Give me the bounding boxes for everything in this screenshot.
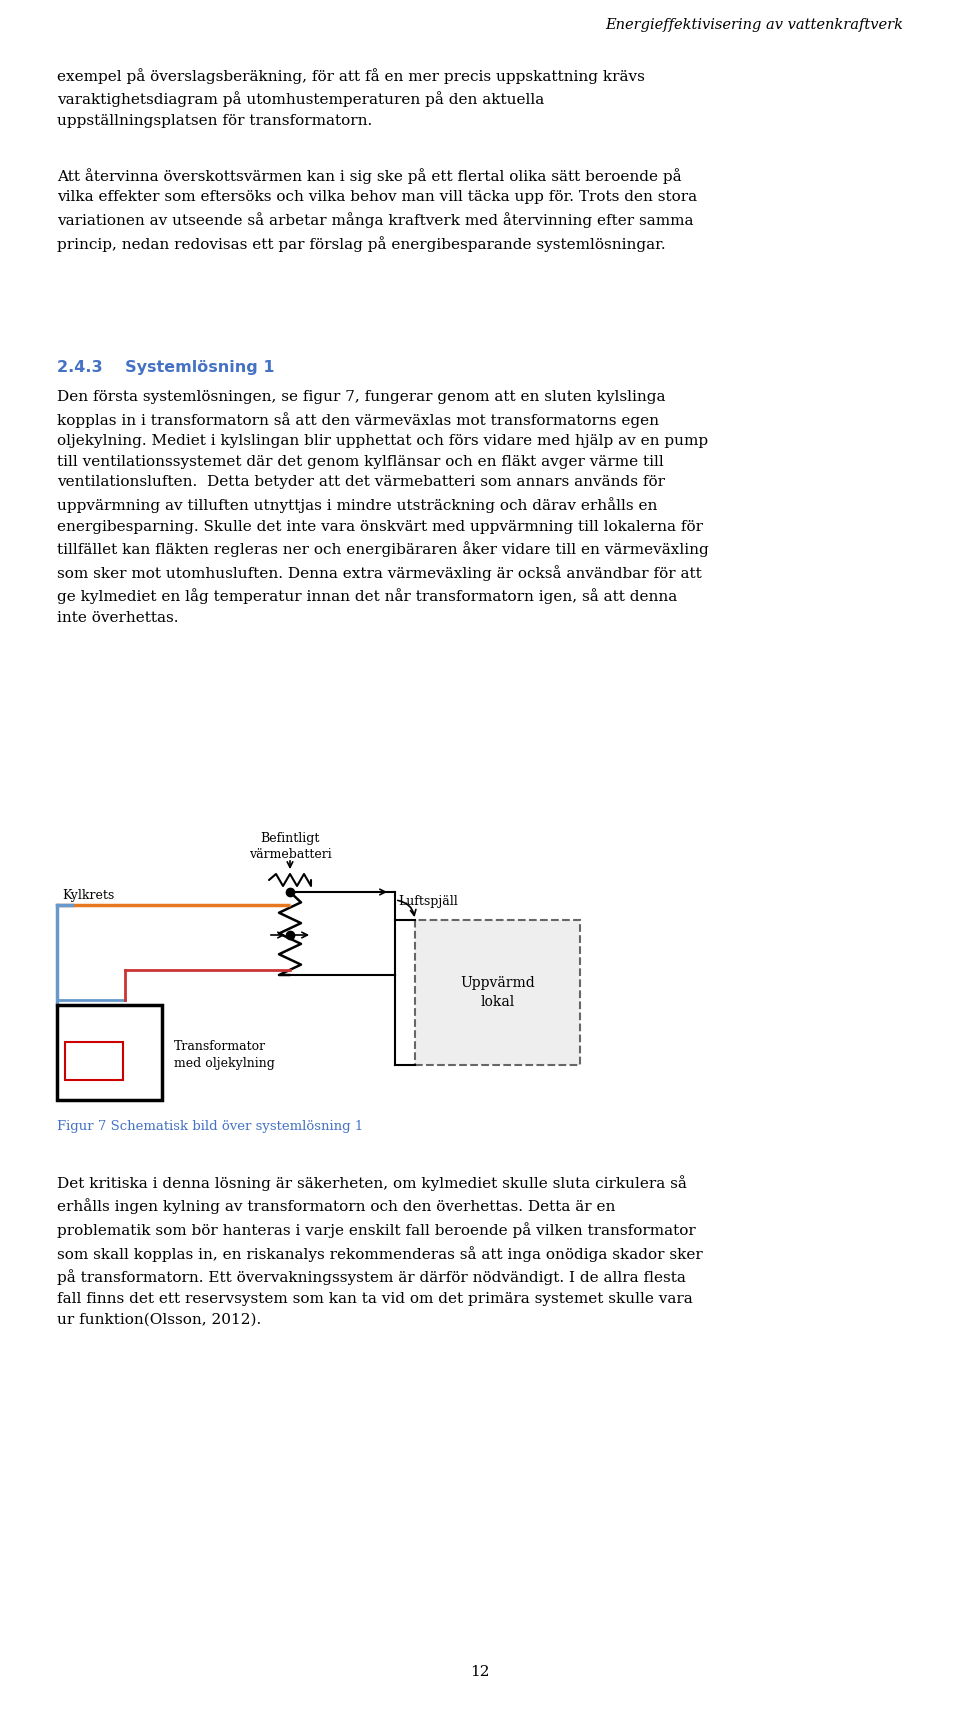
Text: 12: 12 xyxy=(470,1665,490,1678)
Text: Befintligt
värmebatteri: Befintligt värmebatteri xyxy=(249,832,331,861)
Text: Luftspjäll: Luftspjäll xyxy=(398,896,458,907)
Bar xyxy=(415,919,580,1065)
Text: Transformator
med oljekylning: Transformator med oljekylning xyxy=(174,1041,275,1070)
Text: Uppvärmd
lokal: Uppvärmd lokal xyxy=(460,976,535,1010)
Text: Figur 7 Schematisk bild över systemlösning 1: Figur 7 Schematisk bild över systemlösni… xyxy=(57,1119,363,1133)
Text: Kylkrets: Kylkrets xyxy=(62,889,114,902)
Bar xyxy=(65,1042,123,1080)
Bar xyxy=(57,1005,162,1101)
Text: Energieffektivisering av vattenkraftverk: Energieffektivisering av vattenkraftverk xyxy=(605,19,903,32)
Text: 2.4.3    Systemlösning 1: 2.4.3 Systemlösning 1 xyxy=(57,361,275,374)
Text: Att återvinna överskottsvärmen kan i sig ske på ett flertal olika sätt beroende : Att återvinna överskottsvärmen kan i sig… xyxy=(57,167,697,251)
Text: Den första systemlösningen, se figur 7, fungerar genom att en sluten kylslinga
k: Den första systemlösningen, se figur 7, … xyxy=(57,390,708,625)
Text: exempel på överslagsberäkning, för att få en mer precis uppskattning krävs
varak: exempel på överslagsberäkning, för att f… xyxy=(57,68,645,128)
Text: Det kritiska i denna lösning är säkerheten, om kylmediet skulle sluta cirkulera : Det kritiska i denna lösning är säkerhet… xyxy=(57,1176,703,1326)
